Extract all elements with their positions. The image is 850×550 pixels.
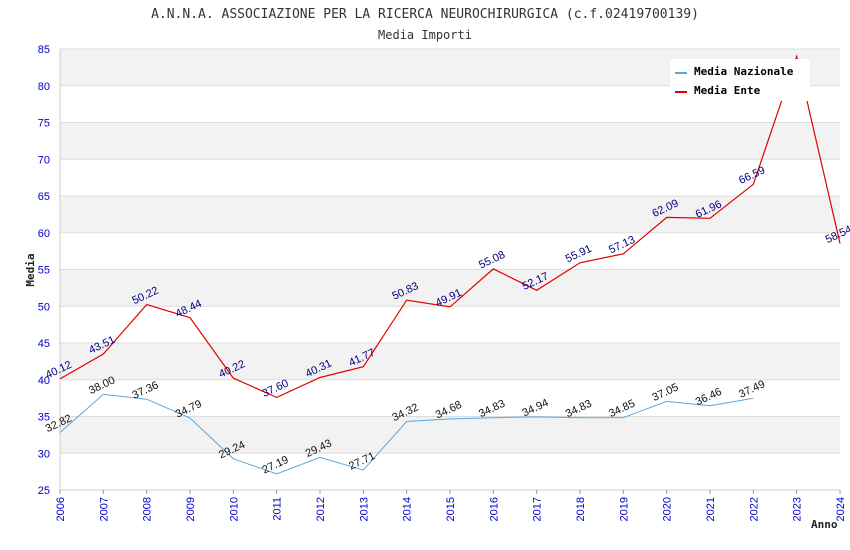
x-tick-label: 2013 [358,497,370,521]
y-tick-label: 55 [38,265,50,277]
x-tick-label: 2012 [315,497,327,521]
y-tick-label: 35 [38,412,50,424]
y-tick-label: 60 [38,228,50,240]
y-tick-labels: 25 30 35 40 45 50 55 60 65 70 75 80 85 [38,44,50,497]
plot-band [60,416,840,454]
x-tick-labels: 2006 2007 2008 2009 2010 2011 2012 2013 2014 2015… [55,490,847,521]
y-tick-label: 45 [38,338,50,350]
series-line-media-nazionale [59,393,754,475]
series-line-media-ente [59,54,841,399]
plot-band [60,159,840,196]
legend: Media Nazionale Media Ente [670,59,810,101]
y-tick-label: 65 [38,191,50,203]
x-tick-label: 2007 [98,497,110,521]
y-tick-label: 25 [38,485,50,497]
x-tick-label: 2017 [532,497,544,521]
plot-band [60,232,840,270]
x-tick-label: 2014 [402,497,414,521]
x-tick-label: 2022 [748,497,760,521]
y-tick-label: 75 [38,118,50,130]
chart-title: A.N.N.A. ASSOCIAZIONE PER LA RICERCA NEU… [151,7,699,22]
x-tick-label: 2020 [662,497,674,521]
x-tick-label: 2010 [228,497,240,521]
plot-bands [60,49,840,490]
x-axis-label: Anno [811,518,838,531]
legend-background [670,59,810,101]
y-tick-label: 30 [38,448,50,460]
x-tick-label: 2015 [445,497,457,521]
x-tick-label: 2008 [142,497,154,521]
chart-subtitle: Media Importi [378,28,472,42]
x-tick-label: 2023 [792,497,804,521]
x-tick-label: 2011 [272,497,284,521]
plot-band [60,343,840,380]
y-tick-label: 85 [38,44,50,56]
x-tick-label: 2024 [835,497,847,521]
y-tick-label: 50 [38,301,50,313]
plot-band [60,306,840,343]
y-tick-label: 40 [38,375,50,387]
y-tick-label: 70 [38,154,50,166]
plot-band [60,196,840,233]
plot-band [60,122,840,160]
x-tick-label: 2018 [575,497,587,521]
legend-label-ente: Media Ente [694,84,761,97]
legend-label-nazionale: Media Nazionale [694,65,794,78]
x-tick-label: 2006 [55,497,67,521]
plot-band [60,453,840,490]
series-lines [59,54,841,475]
plot-band [60,269,840,307]
y-tick-label: 80 [38,81,50,93]
y-axis-label: Media [24,253,37,286]
x-tick-label: 2021 [705,497,717,521]
x-tick-label: 2009 [185,497,197,521]
x-tick-label: 2016 [488,497,500,521]
x-tick-label: 2019 [618,497,630,521]
plot-band [60,379,840,417]
